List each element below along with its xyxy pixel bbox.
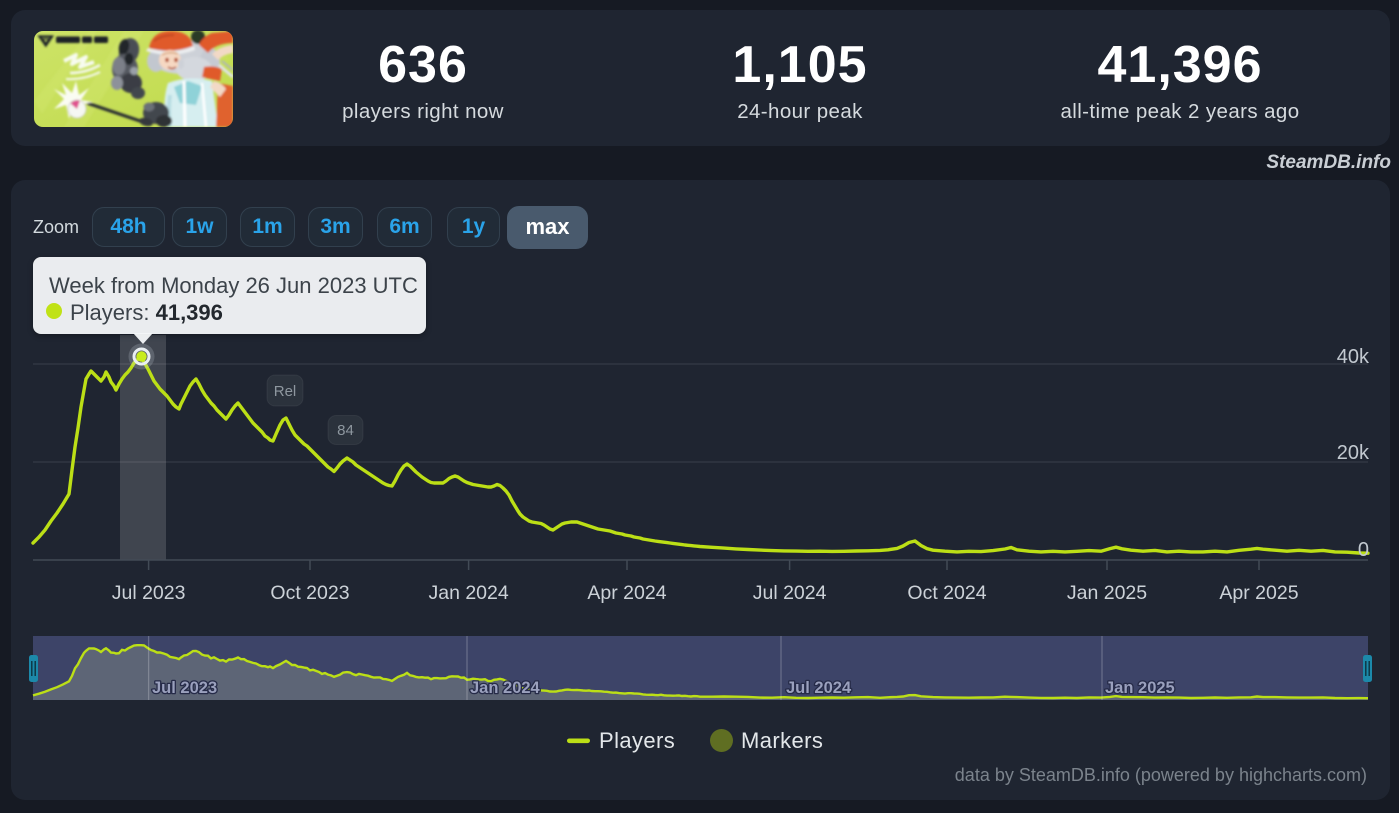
svg-text:Jul 2024: Jul 2024 bbox=[786, 679, 852, 697]
svg-text:Jan 2025: Jan 2025 bbox=[1105, 679, 1175, 697]
svg-text:Jan 2024: Jan 2024 bbox=[470, 679, 541, 697]
svg-text:Rel: Rel bbox=[274, 383, 297, 400]
svg-text:84: 84 bbox=[337, 422, 354, 439]
svg-text:Jul 2023: Jul 2023 bbox=[152, 679, 217, 697]
